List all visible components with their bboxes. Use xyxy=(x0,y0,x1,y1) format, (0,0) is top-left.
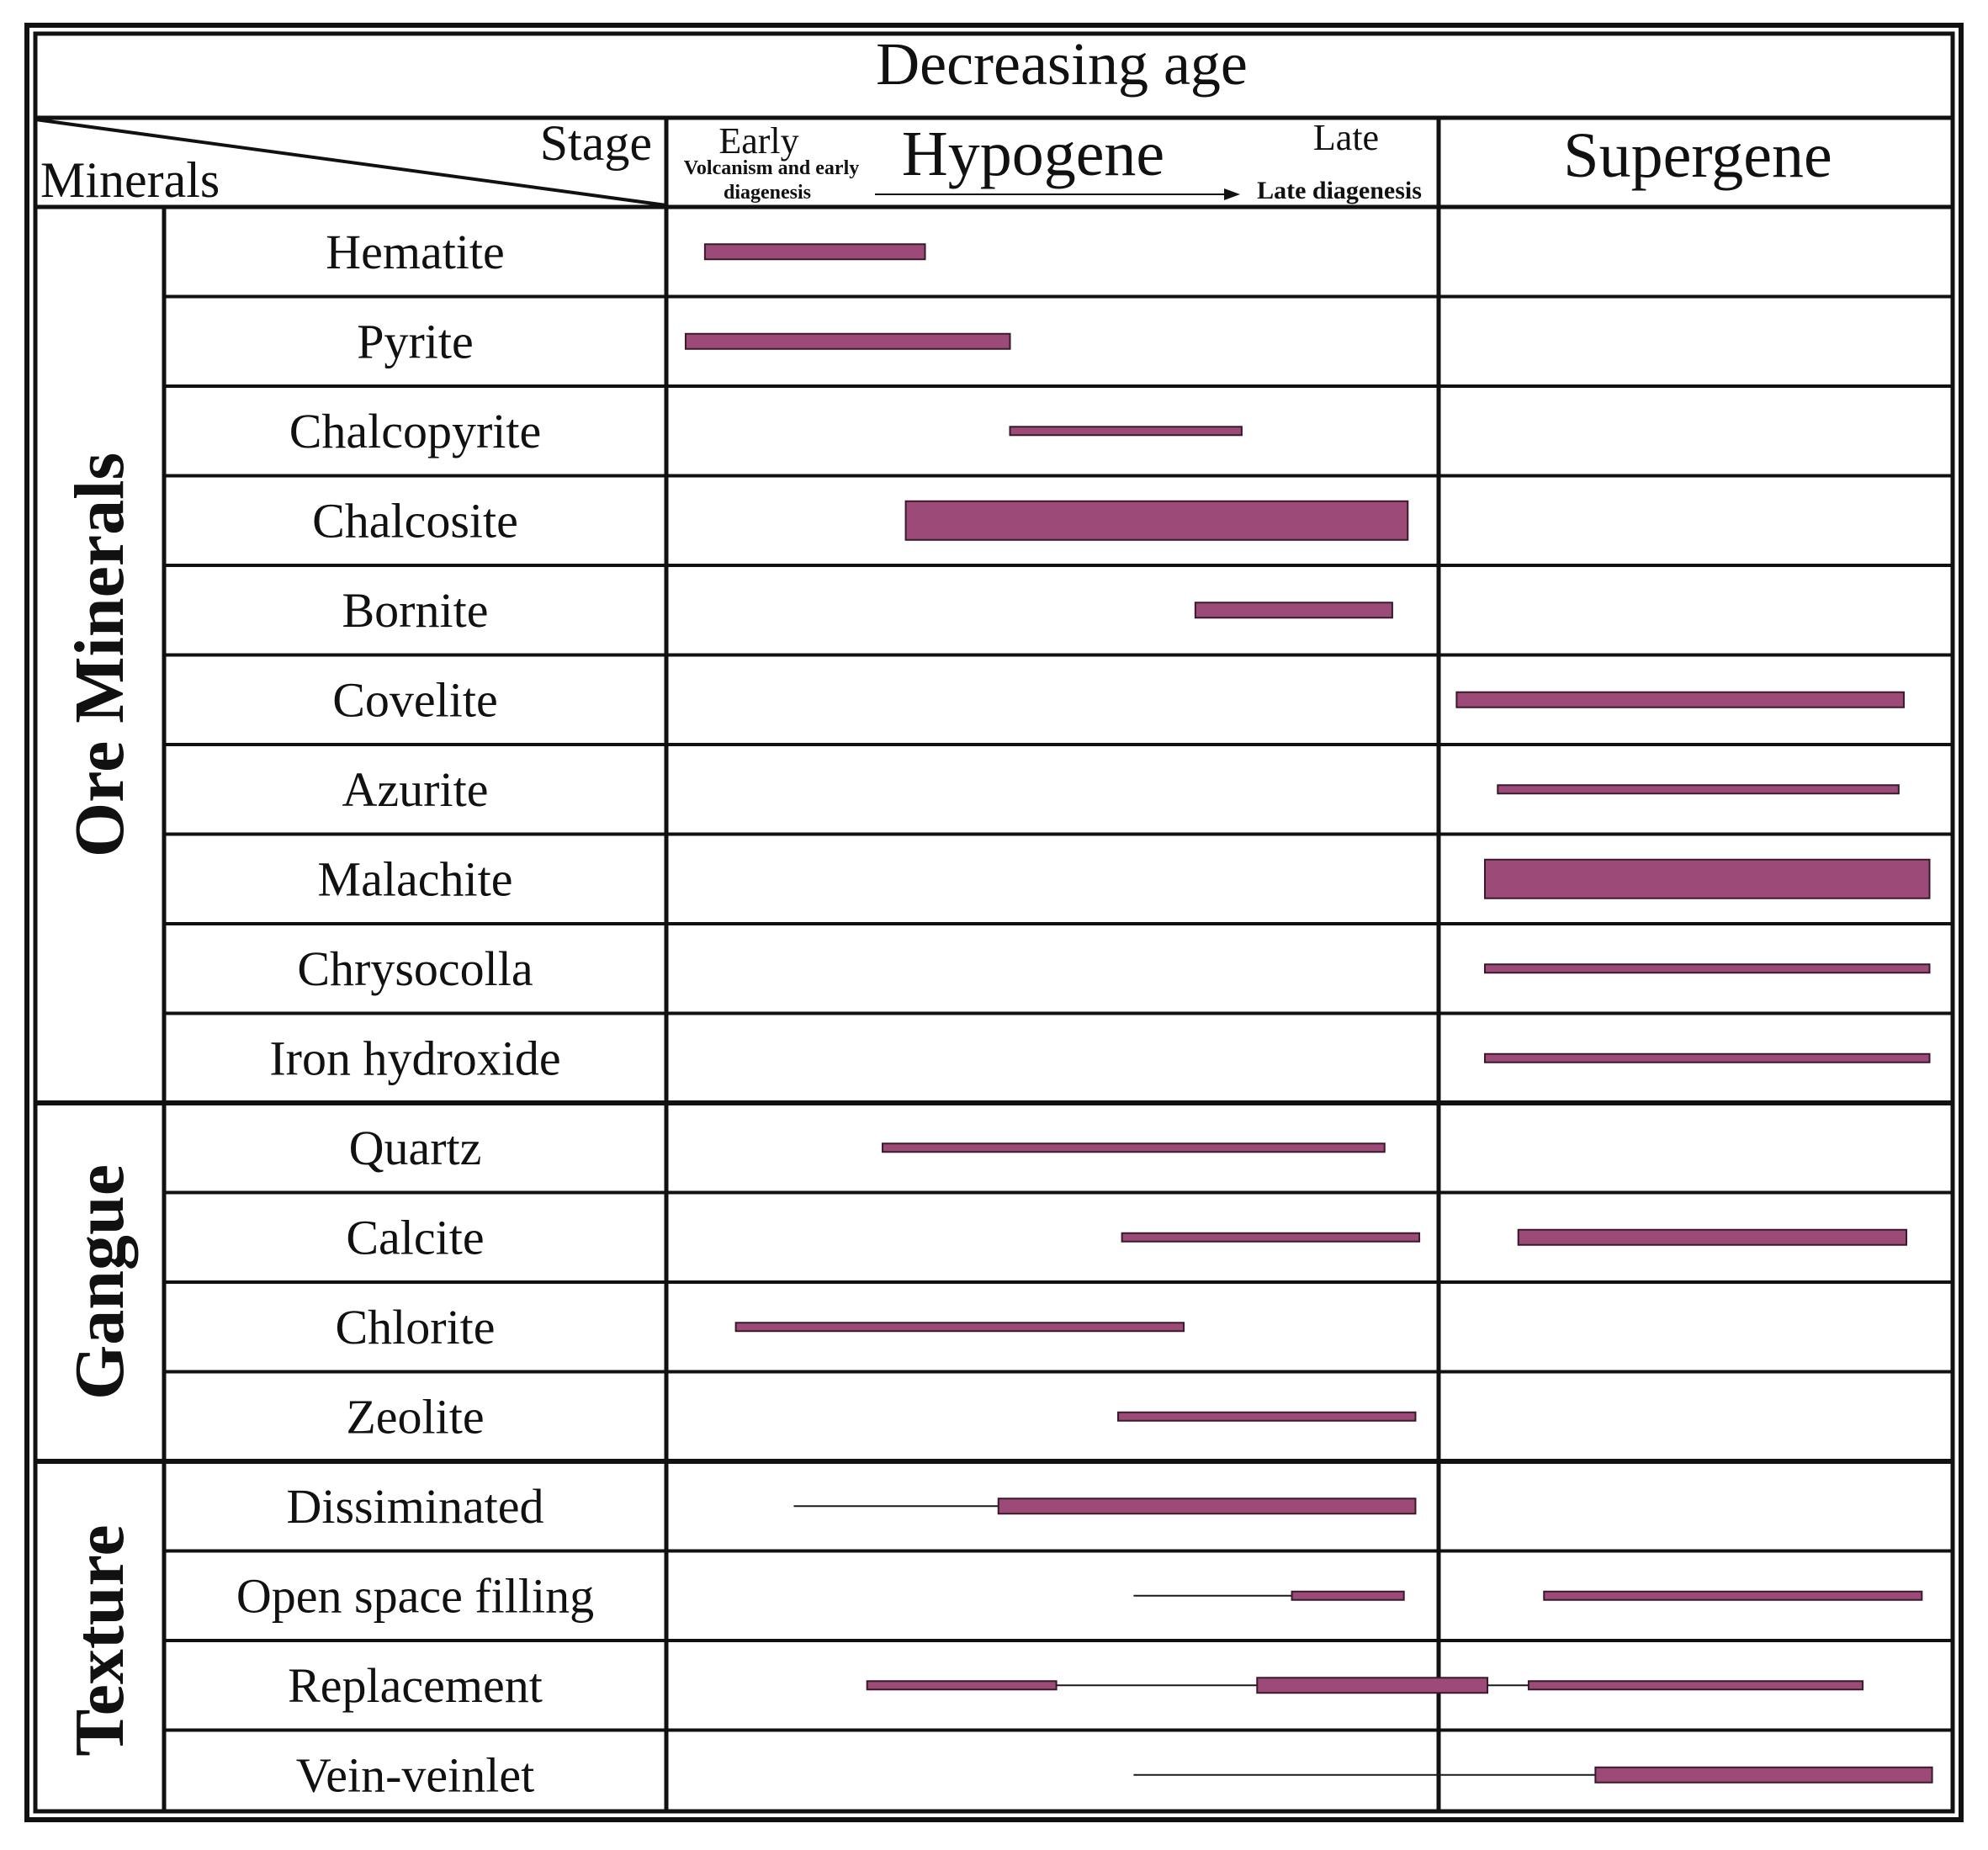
hypogene-label: Hypogene xyxy=(902,119,1164,189)
range-bar xyxy=(684,332,1011,350)
mineral-label: Hematite xyxy=(326,225,505,279)
bars xyxy=(684,243,1933,1784)
range-bar xyxy=(1543,1590,1923,1601)
range-bar xyxy=(866,1680,1058,1691)
mineral-label: Quartz xyxy=(349,1121,482,1175)
mineral-label: Open space filling xyxy=(236,1568,594,1623)
range-bar xyxy=(1483,1052,1931,1063)
range-bar xyxy=(1483,963,1931,974)
minerals-label: Minerals xyxy=(40,152,220,208)
range-bar xyxy=(1194,602,1393,619)
range-bar xyxy=(1483,858,1931,899)
range-bar xyxy=(1256,1677,1489,1694)
mineral-label: Chalcopyrite xyxy=(289,404,542,459)
age-arrow-head xyxy=(1224,188,1240,200)
mineral-label: Chlorite xyxy=(335,1300,495,1354)
range-bar xyxy=(904,500,1409,541)
group-labels: Ore Minerals Gangue Texture xyxy=(61,453,139,1757)
supergene-label: Supergene xyxy=(1563,120,1832,191)
mineral-label: Bornite xyxy=(342,583,489,638)
stage-label: Stage xyxy=(540,115,652,171)
range-bar xyxy=(1009,426,1243,437)
range-bar xyxy=(1594,1766,1933,1784)
range-bar xyxy=(703,243,926,261)
mineral-label: Vein-veinlet xyxy=(296,1747,534,1802)
range-bar xyxy=(997,1497,1417,1515)
range-bar xyxy=(1121,1232,1421,1243)
row-grid xyxy=(35,294,1953,1822)
late-sub-label: Late diagenesis xyxy=(1257,177,1422,204)
group-label: Ore Minerals xyxy=(61,453,139,857)
mineral-label: Azurite xyxy=(342,762,489,817)
mineral-label: Iron hydroxide xyxy=(269,1031,560,1085)
mineral-label: Covelite xyxy=(332,672,498,727)
group-label: Texture xyxy=(61,1524,139,1756)
early-label: Early xyxy=(718,120,798,162)
group-label: Gangue xyxy=(61,1164,139,1400)
range-bar xyxy=(1527,1680,1864,1691)
range-bar xyxy=(882,1142,1386,1153)
mineral-label: Malachite xyxy=(318,851,513,906)
mineral-label: Replacement xyxy=(288,1658,543,1713)
range-bar xyxy=(1517,1228,1908,1246)
range-bar xyxy=(1291,1590,1405,1601)
mineral-label: Chrysocolla xyxy=(297,941,533,996)
early-sub-label-2: diagenesis xyxy=(724,182,811,204)
row-labels: Hematite Pyrite Chalcopyrite Chalcosite Born… xyxy=(236,225,594,1803)
chart-title: Decreasing age xyxy=(876,30,1248,98)
range-bar xyxy=(734,1322,1185,1333)
mineral-label: Calcite xyxy=(346,1210,484,1264)
range-bar xyxy=(1117,1411,1417,1422)
header-diagonal xyxy=(34,118,667,207)
mineral-label: Dissiminated xyxy=(286,1479,543,1534)
range-bar xyxy=(1455,691,1905,708)
range-bar xyxy=(1497,784,1900,795)
mineral-label: Zeolite xyxy=(346,1389,484,1444)
mineral-label: Pyrite xyxy=(357,314,474,368)
mineral-label: Chalcosite xyxy=(312,493,518,548)
early-sub-label-1: Volcanism and early xyxy=(684,157,859,179)
late-label: Late xyxy=(1313,117,1379,158)
